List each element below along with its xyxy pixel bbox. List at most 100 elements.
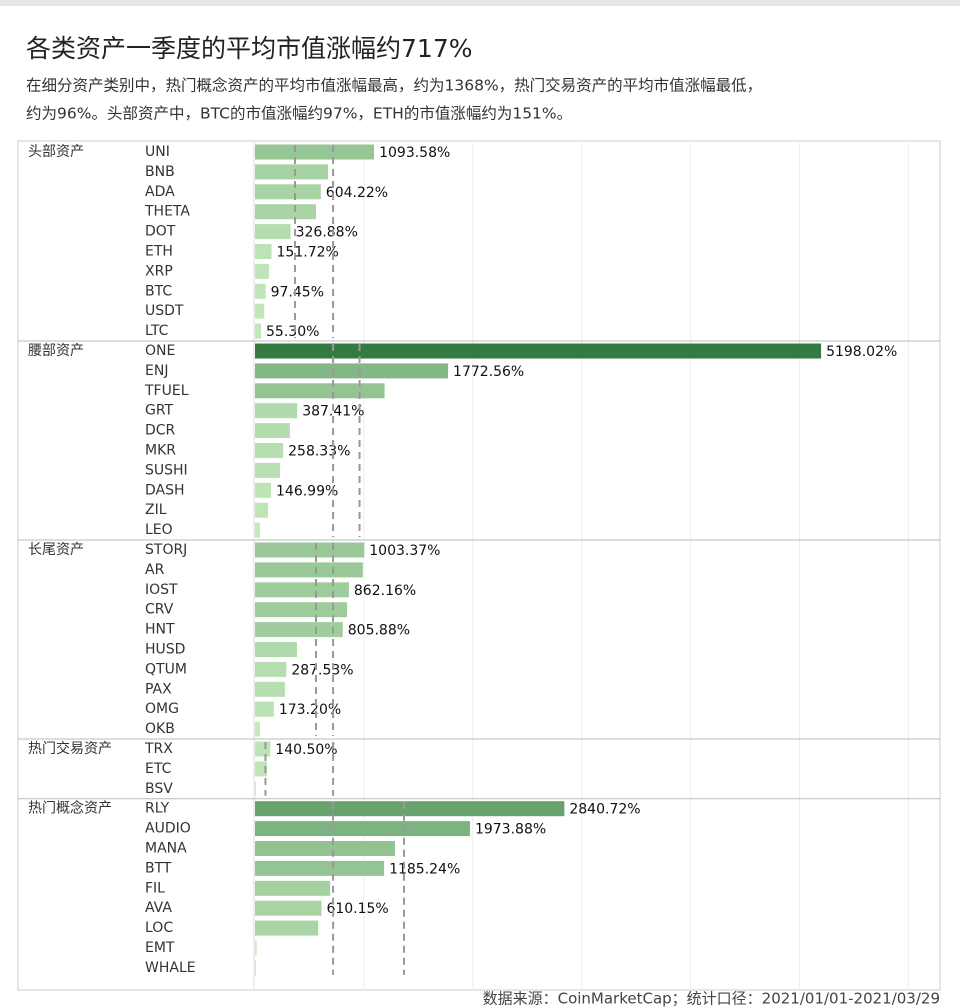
value-label: 862.16% <box>354 583 416 599</box>
bar <box>255 860 385 876</box>
value-label: 604.22% <box>326 185 388 201</box>
group-label: 长尾资产 <box>28 542 84 558</box>
category-label: AUDIO <box>145 821 191 837</box>
value-label: 326.88% <box>296 225 358 241</box>
bar <box>255 343 822 359</box>
group-label: 腰部资产 <box>28 343 84 359</box>
category-label: QTUM <box>145 661 187 677</box>
bar <box>255 383 385 399</box>
category-label: ETH <box>145 244 173 260</box>
category-label: TFUEL <box>144 383 189 399</box>
value-label: 5198.02% <box>826 344 897 360</box>
plot-frame <box>17 140 941 991</box>
category-label: ONE <box>145 343 175 359</box>
bar <box>255 602 348 618</box>
bar <box>255 642 297 657</box>
bar <box>255 821 470 837</box>
category-label: OKB <box>145 721 175 737</box>
bar <box>255 542 365 558</box>
category-label: ENJ <box>145 363 168 379</box>
category-label: MKR <box>145 443 176 459</box>
subtitle-line: 约为96%。头部资产中，BTC的市值涨幅约97%，ETH的市值涨幅约为151%。 <box>26 105 572 123</box>
category-label: ADA <box>145 184 175 200</box>
category-label: XRP <box>145 263 173 279</box>
bar <box>255 960 257 976</box>
category-label: STORJ <box>145 542 187 558</box>
chart-title: 各类资产一季度的平均市值涨幅约717% <box>26 34 472 63</box>
bar <box>255 144 375 160</box>
category-label: DASH <box>145 482 185 498</box>
category-label: OMG <box>145 701 179 717</box>
bar <box>255 224 291 240</box>
bar <box>255 940 257 956</box>
bar <box>255 661 287 677</box>
bar <box>255 741 271 757</box>
group-label: 头部资产 <box>28 144 84 160</box>
value-label: 151.72% <box>277 245 339 261</box>
bar <box>255 781 257 797</box>
bar <box>255 363 449 379</box>
category-label: HUSD <box>145 642 185 658</box>
bar <box>255 920 319 936</box>
category-label: ZIL <box>145 502 167 518</box>
value-label: 2840.72% <box>569 802 640 818</box>
subtitle-line: 在细分资产类别中，热门概念资产的平均市值涨幅最高，约为1368%，热门交易资产的… <box>26 76 762 95</box>
value-label: 1003.37% <box>369 543 440 559</box>
bar <box>255 164 328 180</box>
bar <box>255 244 272 259</box>
category-label: DOT <box>145 224 176 240</box>
bar <box>255 303 265 319</box>
bar <box>255 900 322 916</box>
category-label: TRX <box>144 741 173 757</box>
bar <box>255 801 565 817</box>
value-label: 55.30% <box>266 324 319 340</box>
category-label: PAX <box>145 681 172 697</box>
value-label: 173.20% <box>279 702 341 718</box>
bar <box>255 622 343 638</box>
value-label: 146.99% <box>276 483 338 499</box>
category-label: UNI <box>145 144 170 160</box>
header-strip <box>0 0 960 6</box>
source-note: 数据来源：CoinMarketCap；统计口径：2021/01/01-2021/… <box>483 990 940 1008</box>
category-label: EMT <box>145 940 175 956</box>
category-label: BTC <box>145 283 172 299</box>
value-label: 1772.56% <box>453 364 524 380</box>
category-label: MANA <box>145 841 187 857</box>
bar <box>255 761 267 777</box>
category-label: LEO <box>145 522 173 538</box>
bar <box>255 323 262 339</box>
bar <box>255 184 321 200</box>
category-label: FIL <box>145 880 165 896</box>
value-label: 258.33% <box>288 444 350 460</box>
group-label: 热门概念资产 <box>28 800 112 817</box>
category-label: THETA <box>144 204 190 220</box>
bar <box>255 582 349 598</box>
category-label: AVA <box>145 900 172 916</box>
category-label: USDT <box>145 303 184 319</box>
category-label: SUSHI <box>145 462 188 478</box>
bar <box>255 681 285 697</box>
value-label: 97.45% <box>271 284 324 300</box>
bar <box>255 283 266 299</box>
bar <box>255 462 281 478</box>
value-label: 140.50% <box>275 742 337 758</box>
bar <box>255 263 269 279</box>
bar <box>255 482 272 498</box>
bar <box>255 423 290 439</box>
category-label: LTC <box>145 323 169 339</box>
value-label: 287.53% <box>291 662 353 678</box>
category-label: BNB <box>145 164 175 180</box>
value-label: 1185.24% <box>389 861 460 877</box>
value-label: 387.41% <box>302 404 364 420</box>
value-label: 805.88% <box>348 623 410 639</box>
category-label: RLY <box>145 801 170 817</box>
bar <box>255 403 298 419</box>
bar <box>255 204 316 220</box>
bar <box>255 443 284 458</box>
category-label: WHALE <box>145 960 196 976</box>
bar <box>255 522 260 538</box>
category-label: HNT <box>145 622 175 638</box>
bar <box>255 841 395 856</box>
category-label: AR <box>145 562 165 578</box>
